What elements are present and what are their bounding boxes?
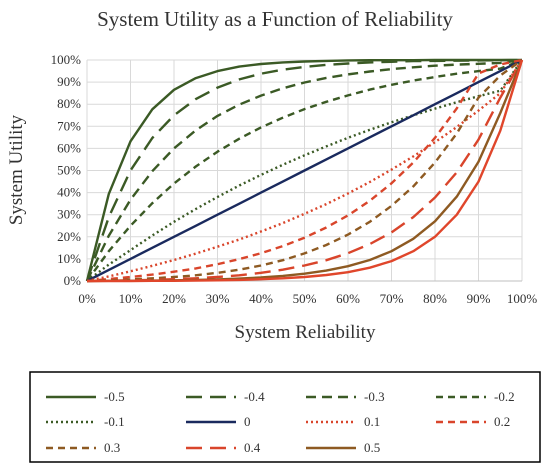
x-tick-label: 50% (293, 291, 317, 306)
x-axis-label: System Reliability (235, 322, 376, 343)
x-tick-label: 70% (380, 291, 404, 306)
legend-label: 0.3 (104, 440, 120, 455)
series-line-5 (86, 58, 523, 283)
series-line-8 (86, 59, 523, 283)
x-tick-label: 40% (249, 291, 273, 306)
x-tick-label: 30% (206, 291, 230, 306)
x-tick-label: 80% (423, 291, 447, 306)
y-tick-label: 70% (57, 118, 81, 133)
y-tick-label: 0% (64, 273, 82, 288)
y-tick-label: 100% (51, 52, 82, 67)
y-tick-label: 40% (57, 185, 81, 200)
legend-label: 0 (244, 414, 251, 429)
legend-label: -0.1 (104, 414, 125, 429)
series-line-3 (86, 58, 523, 282)
series-line-2 (85, 58, 523, 282)
chart-title: System Utility as a Function of Reliabil… (97, 7, 453, 31)
series-line-0 (85, 58, 522, 282)
y-tick-label: 10% (57, 251, 81, 266)
legend-label: -0.5 (104, 389, 125, 404)
legend: -0.5 -0.4 -0.3 -0.2 -0.1 0 0.1 0.2 0.3 0.4 0.5 (46, 389, 515, 455)
series-line-1 (85, 58, 523, 282)
series-line-11 (87, 59, 524, 283)
x-tick-label: 60% (336, 291, 360, 306)
x-tick-label: 0% (78, 291, 96, 306)
y-tick-label: 30% (57, 207, 81, 222)
y-tick-label: 90% (57, 74, 81, 89)
legend-label: -0.3 (364, 389, 385, 404)
series-line-7 (86, 58, 523, 283)
series-lines (85, 58, 524, 283)
legend-label: 0.5 (364, 440, 380, 455)
x-tick-label: 90% (467, 291, 491, 306)
x-tick-label: 100% (507, 291, 538, 306)
y-tick-label: 20% (57, 229, 81, 244)
legend-label: 0.2 (494, 414, 510, 429)
y-tick-label: 80% (57, 96, 81, 111)
legend-label: -0.2 (494, 389, 515, 404)
y-axis-label: System Utility (6, 114, 27, 225)
y-tick-label: 60% (57, 140, 81, 155)
series-line-4 (86, 59, 523, 282)
x-tick-label: 20% (162, 291, 186, 306)
x-tick-label: 10% (119, 291, 143, 306)
tick-labels: 0% 10% 20% 30% 40% 50% 60% 70% 80% 90% 100% 0% 10% 20… (51, 52, 538, 306)
y-tick-label: 50% (57, 163, 81, 178)
legend-label: -0.4 (244, 389, 265, 404)
legend-box (29, 371, 541, 463)
legend-label: 0.4 (244, 440, 261, 455)
legend-label: 0.1 (364, 414, 380, 429)
